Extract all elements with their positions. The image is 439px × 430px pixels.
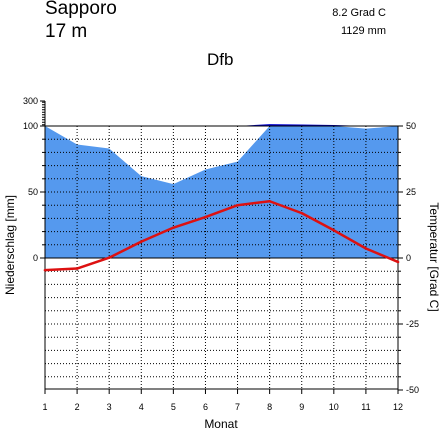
station-name: Sapporo: [45, 0, 117, 19]
left-tick-label: 0: [33, 253, 38, 263]
temperature-point: [364, 247, 368, 250]
right-tick-label: -25: [406, 319, 419, 329]
climate-classification: Dfb: [207, 50, 234, 69]
x-tick-label: 4: [139, 402, 144, 412]
x-tick-label: 9: [299, 402, 304, 412]
left-tick-label: 100: [23, 121, 38, 131]
temperature-point: [332, 228, 336, 232]
annual-precipitation: 1129 mm: [340, 25, 386, 37]
x-tick-label: 1: [42, 402, 47, 412]
temperature-point: [107, 256, 111, 260]
left-tick-label: 50: [28, 187, 38, 197]
x-tick-label: 6: [203, 402, 208, 412]
temperature-point: [300, 211, 304, 215]
station-elevation: 17 m: [45, 21, 88, 42]
x-tick-label: 7: [235, 402, 240, 412]
x-tick-label: 8: [267, 402, 272, 412]
temperature-line: [44, 199, 399, 272]
temperature-point: [75, 267, 79, 270]
left-axis-label: Niederschlag [mm]: [3, 195, 17, 295]
right-tick-label: 0: [406, 253, 411, 263]
right-tick-label: 50: [406, 121, 416, 131]
precipitation-area: [45, 126, 398, 258]
temperature-point: [268, 199, 271, 203]
left-tick-label: 300: [23, 96, 38, 106]
right-tick-label: 25: [406, 187, 416, 197]
temperature-point: [43, 268, 47, 272]
x-tick-label: 5: [171, 402, 176, 412]
x-tick-label: 11: [361, 402, 370, 412]
x-tick-label: 3: [107, 402, 112, 412]
temperature-point: [396, 260, 400, 264]
right-axis-label: Temperatur [Grad C]: [427, 202, 439, 311]
x-tick-label: 12: [393, 402, 403, 412]
x-axis-label: Monat: [204, 417, 238, 430]
temperature-point: [204, 215, 207, 219]
temperature-point: [236, 203, 239, 207]
x-tick-label: 10: [329, 402, 339, 412]
right-tick-label: -50: [406, 385, 419, 395]
temperature-point: [172, 226, 175, 229]
mean-temperature: 8.2 Grad C: [332, 7, 386, 19]
x-tick-label: 2: [75, 402, 80, 412]
temperature-point: [139, 240, 143, 243]
